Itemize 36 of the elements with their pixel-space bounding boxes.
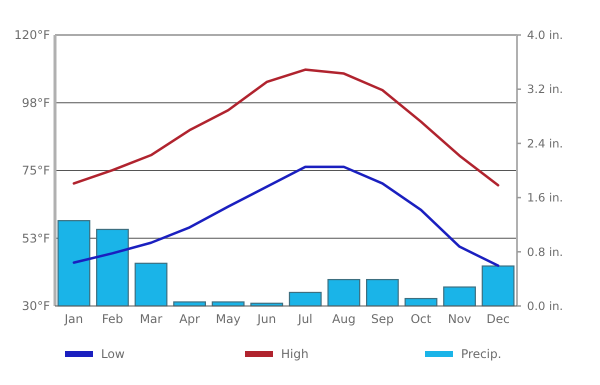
x-tick-label: Dec (486, 312, 510, 326)
legend-label: Low (101, 347, 125, 362)
x-tick-label: Jan (64, 312, 84, 326)
legend-label: High (281, 347, 309, 362)
y2-tick-label: 2.4 in. (527, 136, 564, 150)
line-series (72, 68, 500, 187)
x-tick-label: Oct (410, 312, 432, 326)
y2-tick-label: 0.8 in. (527, 244, 564, 259)
y-tick-label: 98°F (22, 96, 50, 110)
y-tick-label: 120°F (14, 28, 50, 42)
y-tick-label: 75°F (22, 164, 50, 178)
bar (288, 292, 322, 307)
x-tick-label: Sep (371, 312, 394, 326)
bar (134, 262, 168, 307)
y-tick-label: 30°F (22, 299, 50, 314)
x-tick-label: Feb (102, 312, 124, 326)
bar (96, 228, 129, 307)
x-tick-label: Apr (179, 312, 200, 326)
y-tick-label: 53°F (22, 231, 50, 246)
bar (327, 278, 360, 307)
x-tick-label: Mar (140, 312, 162, 326)
bar (57, 220, 90, 307)
x-tick-label: Aug (332, 312, 356, 326)
x-tick-label: Jul (297, 312, 313, 326)
y2-tick-label: 4.0 in. (527, 28, 564, 42)
line-series (72, 166, 500, 267)
bar (482, 265, 515, 307)
y2-tick-label: 1.6 in. (527, 190, 564, 205)
x-tick-label: Nov (448, 312, 472, 326)
bar (366, 278, 399, 307)
x-tick-label: May (216, 312, 241, 326)
y2-tick-label: 0.0 in. (527, 299, 564, 314)
y2-tick-label: 3.2 in. (527, 82, 564, 96)
x-tick-label: Jun (256, 312, 276, 326)
bar (443, 286, 476, 307)
legend-label: Precip. (461, 347, 502, 362)
